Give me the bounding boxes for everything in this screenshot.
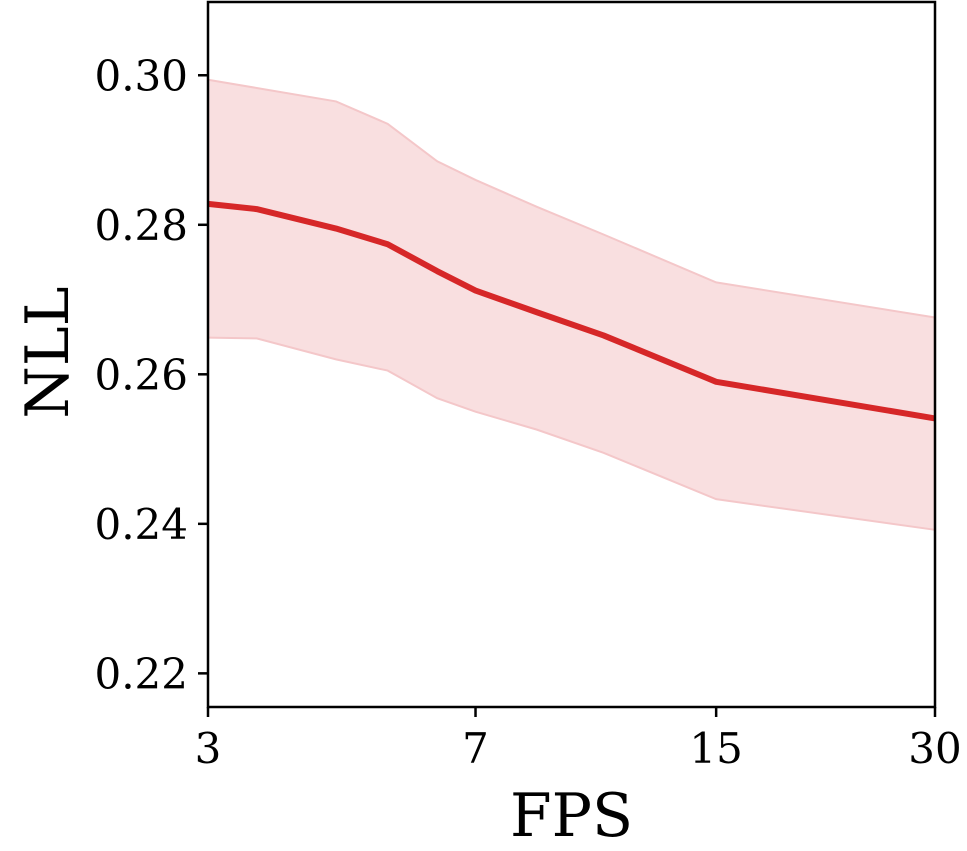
- confidence-band-edge: [207, 78, 936, 531]
- x-axis-ticks: 3 7 15 30: [195, 707, 962, 773]
- confidence-band: [208, 79, 935, 530]
- x-tick-label: 15: [689, 724, 742, 773]
- axes-frame: [206, 0, 937, 709]
- y-tick-label: 0.30: [94, 51, 188, 100]
- x-tick-label: 30: [908, 724, 961, 773]
- series-line: [207, 200, 936, 422]
- plot-area: [207, 78, 936, 531]
- y-tick-label: 0.22: [94, 649, 188, 698]
- y-tick-label: 0.24: [94, 500, 188, 549]
- x-tick-label: 3: [195, 724, 222, 773]
- y-axis-ticks: 0.22 0.24 0.26 0.28 0.30: [94, 51, 208, 698]
- y-tick-label: 0.28: [94, 201, 188, 250]
- x-axis-label: FPS: [510, 781, 633, 851]
- x-tick-label: 7: [462, 724, 489, 773]
- y-tick-label: 0.26: [94, 350, 188, 399]
- y-axis-label: NLL: [13, 286, 83, 418]
